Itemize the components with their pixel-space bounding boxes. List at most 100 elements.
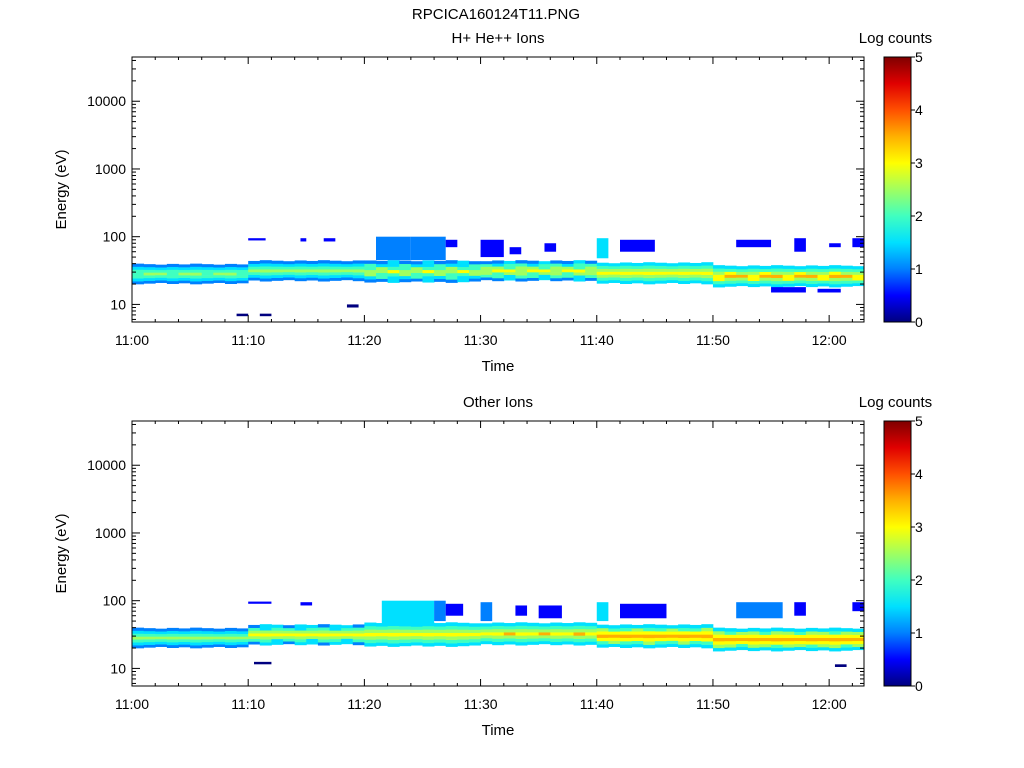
spectrogram-cell [178, 277, 191, 281]
spectrogram-cell [410, 275, 423, 279]
spectrogram-cell [248, 635, 261, 640]
spectrogram-cell [166, 644, 179, 648]
spectrogram-cell [468, 623, 481, 627]
spectrogram-cell [329, 277, 342, 281]
colorbar-scale [883, 56, 912, 323]
spectrogram-cell [596, 262, 609, 266]
spectrogram-cell [434, 642, 447, 646]
spectrogram-cell [573, 628, 586, 633]
spectrogram-cell [527, 635, 540, 639]
spectrogram-cell [608, 637, 621, 641]
spectrogram-cell [399, 632, 412, 637]
spectrogram-cell [817, 268, 830, 272]
spectrogram-cell [143, 644, 156, 648]
spectrogram-cell [852, 277, 865, 281]
spectrogram-cell [596, 644, 609, 648]
sparse-count-cell [794, 602, 806, 616]
spectrogram-cell [434, 275, 447, 279]
spectrogram-cell [817, 277, 830, 281]
spectrogram-cell [666, 277, 679, 281]
spectrogram-cell [747, 277, 760, 281]
spectrogram-cell [492, 625, 505, 630]
spectrogram-cell [666, 628, 679, 632]
spectrogram-cell [445, 639, 458, 644]
spectrogram-cell [143, 636, 156, 640]
spectrogram-cell [794, 637, 807, 642]
spectrogram-cell [805, 644, 818, 648]
spectrogram-cell [643, 268, 656, 272]
spectrogram-cell [224, 636, 237, 640]
spectrogram-cell [852, 280, 865, 284]
spectrogram-cell [701, 268, 714, 272]
spectrogram-cell [596, 280, 609, 284]
spectrogram-cell [480, 629, 493, 633]
spectrogram-cell [596, 634, 609, 638]
spectrogram-cell [422, 632, 435, 637]
spectrogram-cell [283, 269, 296, 273]
spectrogram-cell [364, 279, 377, 283]
sparse-count-cell [254, 661, 272, 665]
spectrogram-cell [399, 275, 412, 280]
spectrogram-cell [271, 636, 284, 640]
spectrogram-cell [666, 266, 679, 270]
spectrogram-cell [224, 275, 237, 279]
spectrogram-cell [422, 272, 435, 277]
spectrogram-cell [759, 628, 772, 632]
spectrogram-cell [620, 277, 633, 281]
spectrogram-cell [712, 268, 725, 272]
spectrogram-cell [155, 264, 168, 268]
spectrogram-cell [654, 627, 667, 632]
spectrogram-cell [492, 622, 505, 627]
spectrogram-cell [248, 633, 261, 637]
spectrogram-cell [573, 260, 586, 264]
spectrogram-cell [248, 260, 261, 264]
spectrogram-cell [399, 622, 412, 627]
spectrogram-cell [236, 644, 249, 648]
spectrogram-cell [503, 623, 516, 627]
spectrogram-cell [701, 271, 714, 275]
spectrogram-cell [329, 641, 342, 645]
spectrogram-cell [515, 266, 528, 270]
spectrogram-cell [457, 263, 470, 268]
spectrogram-cell [283, 630, 296, 634]
spectrogram-cell [236, 631, 249, 635]
spectrogram-cell [387, 272, 400, 277]
spectrogram-cell [213, 633, 226, 637]
spectrogram-cell [817, 274, 830, 278]
spectrogram-cell [782, 265, 795, 269]
spectrogram-cell [561, 271, 574, 276]
spectrogram-cell [422, 639, 435, 644]
spectrogram-cell [213, 280, 226, 283]
x-tick-label: 11:20 [347, 332, 381, 348]
spectrogram-cell [654, 268, 667, 272]
spectrogram-cell [538, 626, 551, 630]
spectrogram-cell [468, 266, 481, 271]
spectrogram-cell [794, 631, 807, 635]
spectrogram-cell [132, 281, 145, 285]
spectrogram-cell [410, 642, 423, 646]
spectrogram-cell [631, 268, 644, 272]
panel-title: Other Ions [463, 394, 533, 411]
spectrogram-cell [341, 266, 354, 270]
spectrogram-cell [364, 636, 377, 640]
spectrogram-cell [782, 283, 795, 287]
spectrogram-cell [376, 278, 389, 282]
spectrogram-cell [387, 636, 400, 640]
spectrogram-cell [132, 639, 145, 643]
spectrogram-cell [527, 272, 540, 276]
spectrogram-cell [608, 643, 621, 647]
spectrogram-cell [364, 632, 377, 637]
spectrogram-cell [341, 635, 354, 639]
spectrogram-cell [689, 634, 702, 638]
spectrogram-cell [585, 274, 598, 279]
spectrogram-cell [712, 627, 725, 632]
spectrogram-cell [143, 277, 156, 281]
spectrogram-cell [434, 272, 447, 276]
spectrogram-cell [201, 266, 214, 270]
colorbar-label: Log counts [859, 394, 932, 411]
spectrogram-cell [643, 634, 656, 639]
spectrogram-cell [550, 628, 563, 633]
spectrogram-cell [736, 631, 749, 635]
spectrogram-cell [132, 263, 145, 267]
spectrogram-cell [190, 642, 203, 646]
